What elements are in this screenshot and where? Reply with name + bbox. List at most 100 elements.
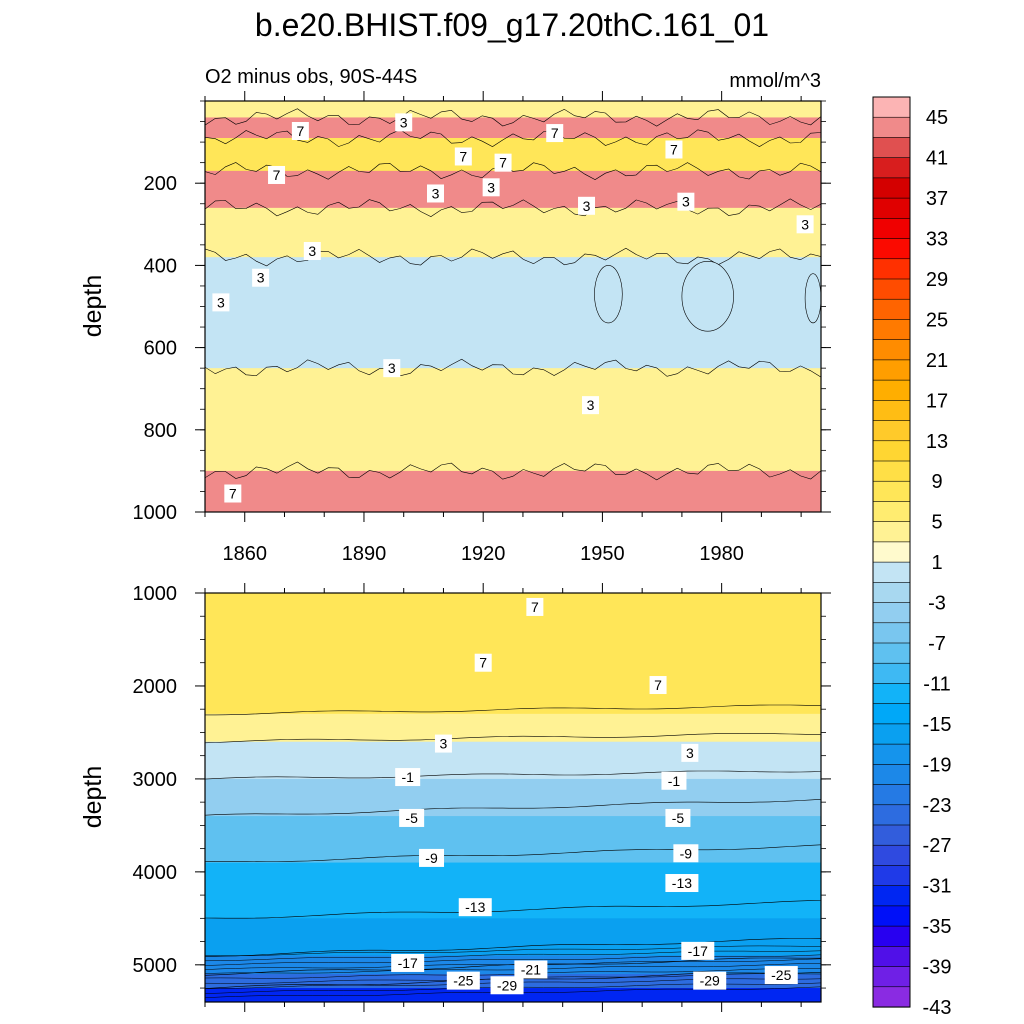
colorbar-swatch (872, 400, 911, 422)
colorbar-swatch (872, 541, 911, 563)
colorbar-label: -11 (923, 673, 950, 695)
contour-label-box (796, 215, 814, 234)
contour-label-text: 3 (682, 194, 690, 210)
contour-label-text: -21 (521, 961, 541, 977)
colorbar-swatch (872, 946, 911, 968)
colorbar-swatch (872, 359, 911, 381)
colorbar-swatch (872, 986, 911, 1008)
contour-label-box (303, 242, 321, 261)
contour-label-text: 3 (217, 294, 225, 310)
contour-line (205, 844, 821, 862)
colorbar-label: -31 (923, 876, 952, 898)
contour-label: -13 (458, 898, 492, 917)
contour-label-box (212, 293, 230, 312)
contour-label: 3 (677, 192, 695, 211)
contour-label: 7 (494, 153, 512, 172)
contour-label-box (395, 768, 421, 787)
colorbar-swatch (872, 622, 911, 644)
contour-label: 3 (578, 196, 596, 215)
bottom-panel: 7 7 7 3 3 -1 -1 -5 -5 -9 -9 -13 -13 -17 -17 -21 -25 -29 -2… (79, 583, 831, 1012)
contour-label-text: 7 (479, 655, 487, 671)
contour-label-box (434, 734, 452, 753)
negative-anomaly-patch (681, 260, 734, 332)
contour-label-text: 7 (531, 599, 539, 615)
colorbar-swatch (872, 96, 911, 118)
colorbar-label: 29 (926, 269, 948, 291)
contour-label-text: -29 (700, 973, 720, 989)
contour-label: -5 (665, 808, 691, 827)
contour-band (205, 816, 821, 864)
contour-line (205, 129, 821, 147)
top-panel-texture (205, 108, 821, 481)
contour-line (205, 963, 821, 974)
top-panel-ylabel: depth (79, 275, 107, 338)
bottom-panel-axes: 1000 2000 3000 4000 5000 (133, 583, 831, 1012)
contour-label: -9 (673, 844, 699, 863)
contour-label-text: -1 (668, 773, 681, 789)
colorbar-swatch (872, 379, 911, 401)
contour-label-box (665, 140, 683, 159)
colorbar-label: 5 (931, 512, 942, 534)
contour-line (205, 950, 821, 962)
contour-label-text: 3 (801, 216, 809, 232)
contour-label-text: -25 (771, 967, 791, 983)
contour-label-text: 7 (273, 167, 281, 183)
contour-band (205, 117, 821, 139)
colorbar-label: 45 (926, 107, 948, 129)
colorbar-label: -43 (923, 997, 952, 1019)
contour-label-box (677, 192, 695, 211)
contour-line (205, 704, 821, 716)
contour-label-box (458, 898, 492, 917)
contour-label-text: 3 (440, 736, 448, 752)
contour-line (205, 799, 821, 816)
colorbar-swatch (872, 662, 911, 685)
bottom-panel-ylabel: depth (79, 766, 107, 829)
contour-line (205, 198, 821, 217)
negative-anomaly-patch (594, 265, 623, 324)
contour-label: 7 (268, 165, 286, 184)
contour-label-text: 7 (229, 486, 237, 502)
top-panel-axes: 1860 1890 1920 1950 1980 200 400 600 800 1000 (133, 91, 831, 565)
contour-line (205, 968, 821, 979)
x-tick-label: 1860 (222, 543, 267, 565)
colorbar-swatch (872, 683, 911, 705)
y-tick-label: 4000 (133, 862, 178, 884)
y-tick-label: 400 (144, 255, 177, 277)
colorbar-label: -19 (923, 754, 952, 776)
contour-label: 3 (383, 359, 401, 378)
y-tick-label: 3000 (133, 769, 178, 791)
colorbar-swatch (872, 278, 911, 300)
contour-label: -9 (419, 848, 445, 867)
colorbar-swatch (872, 602, 911, 624)
contour-label: -1 (395, 768, 421, 787)
contour-label-text: 7 (654, 677, 662, 693)
colorbar-label: 41 (926, 148, 948, 170)
y-tick-label: 1000 (133, 502, 178, 524)
contour-label-text: 3 (583, 198, 591, 214)
contour-label: 7 (291, 122, 309, 141)
colorbar-swatch (872, 480, 911, 503)
colorbar-swatch (872, 460, 911, 482)
contour-label-text: -9 (680, 845, 693, 861)
colorbar-swatch (872, 865, 911, 887)
bottom-panel-frame (204, 592, 822, 1003)
top-panel-units: mmol/m^3 (729, 70, 821, 92)
contour-label: 3 (303, 242, 321, 261)
contour-label: -25 (446, 971, 480, 990)
contour-label-text: 3 (432, 185, 440, 201)
colorbar-swatch (872, 339, 911, 361)
colorbar-swatch (872, 966, 911, 988)
contour-label: -5 (399, 808, 425, 827)
contour-label: 3 (395, 113, 413, 132)
contour-label-box (474, 653, 492, 672)
colorbar-swatch (872, 804, 911, 826)
colorbar-swatch (872, 561, 911, 583)
x-tick-label: 1920 (461, 543, 506, 565)
contour-label-text: 3 (587, 397, 595, 413)
contour-label: 7 (665, 140, 683, 159)
contour-label-text: 7 (296, 123, 304, 139)
contour-line (205, 733, 821, 744)
y-tick-label: 1000 (133, 583, 178, 605)
contour-label-text: 3 (257, 270, 265, 286)
colorbar-swatch (872, 925, 911, 947)
